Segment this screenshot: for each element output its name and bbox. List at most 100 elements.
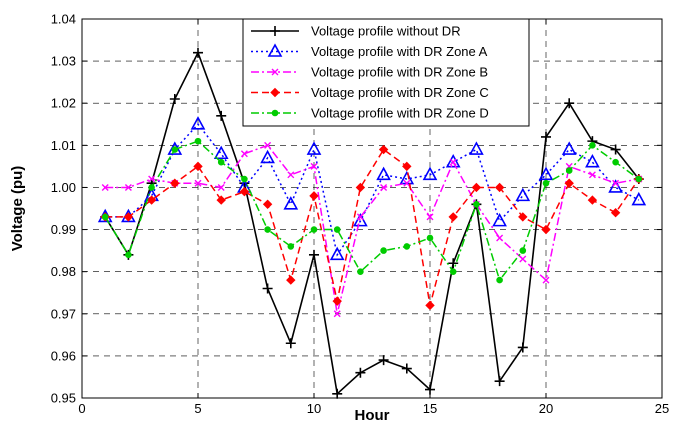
data-point <box>310 162 318 170</box>
x-tick-label: 10 <box>307 401 321 416</box>
series-line <box>104 50 640 396</box>
y-tick-label: 1.03 <box>51 54 76 69</box>
data-point <box>425 384 435 395</box>
data-point <box>260 149 275 164</box>
legend-label: Voltage profile with DR Zone B <box>311 65 488 80</box>
legend: Voltage profile without DR Voltage profil… <box>242 18 530 127</box>
data-point <box>285 338 296 349</box>
legend-marker <box>271 109 279 117</box>
y-tick-label: 0.95 <box>51 391 76 406</box>
data-point <box>401 363 412 374</box>
legend-item-2: Voltage profile with DR Zone A <box>251 43 488 59</box>
data-point <box>449 268 457 275</box>
x-tick-label: 0 <box>78 401 85 416</box>
data-point <box>542 276 550 284</box>
data-point <box>492 212 507 227</box>
data-point <box>449 158 457 166</box>
series-5 <box>101 137 643 284</box>
legend-label: Voltage profile with DR Zone C <box>311 85 489 100</box>
data-point <box>194 179 202 187</box>
y-tick-label: 0.99 <box>51 222 76 237</box>
data-point <box>287 171 295 179</box>
data-point <box>190 116 206 130</box>
data-point <box>309 191 319 201</box>
data-point <box>496 234 504 242</box>
data-point <box>422 166 438 181</box>
data-point <box>329 246 345 261</box>
data-point <box>216 110 227 121</box>
data-point <box>565 167 573 174</box>
data-point <box>587 195 598 205</box>
data-point <box>287 243 295 250</box>
x-tick-label: 15 <box>423 401 437 416</box>
data-point <box>378 355 389 366</box>
series-4 <box>100 144 644 311</box>
legend-label: Voltage profile with DR Zone D <box>311 106 489 121</box>
y-tick-label: 0.96 <box>51 348 76 363</box>
series-3 <box>101 141 643 318</box>
data-point <box>146 195 157 205</box>
data-point <box>541 224 551 235</box>
data-point <box>612 179 620 187</box>
data-point <box>612 158 619 166</box>
series-line <box>105 144 639 314</box>
data-point <box>517 342 528 353</box>
series-line <box>105 148 640 306</box>
data-point <box>426 234 434 242</box>
series-layer <box>97 47 647 399</box>
data-point <box>353 212 368 227</box>
legend-label: Voltage profile without DR <box>311 24 461 39</box>
data-point <box>125 251 132 259</box>
data-point <box>357 268 364 275</box>
legend-marker <box>271 68 279 76</box>
legend-item-1: Voltage profile without DR <box>251 24 461 39</box>
data-point <box>403 179 411 187</box>
data-point <box>585 154 600 168</box>
data-point <box>448 212 458 222</box>
data-point <box>519 255 527 263</box>
data-point <box>240 150 248 158</box>
data-point <box>283 196 299 210</box>
data-point <box>148 184 155 191</box>
data-point <box>541 131 551 142</box>
data-point <box>542 179 550 187</box>
x-tick-label: 25 <box>655 401 669 416</box>
data-point <box>262 283 273 294</box>
data-point <box>101 213 109 221</box>
data-point <box>241 175 248 183</box>
data-point <box>494 376 505 387</box>
ticks: 0 5 10 15 20 25 0.95 0.96 0.97 0.98 0.99 1.00 1.01 1.… <box>51 12 670 417</box>
data-point <box>425 300 435 311</box>
y-tick-label: 1.01 <box>51 138 76 153</box>
series-line <box>104 140 640 282</box>
data-point <box>608 179 623 193</box>
data-point <box>216 195 226 205</box>
data-point <box>217 158 225 166</box>
data-point <box>426 213 434 221</box>
data-point <box>610 144 621 155</box>
data-point <box>193 161 203 172</box>
data-point <box>519 247 527 254</box>
data-point <box>538 166 554 181</box>
data-point <box>217 183 225 191</box>
data-point <box>402 161 412 172</box>
data-point <box>635 175 643 183</box>
data-point <box>123 212 134 222</box>
data-point <box>631 191 647 206</box>
data-point <box>588 171 596 179</box>
data-point <box>332 388 343 399</box>
data-point <box>378 144 389 155</box>
legend-item-5: Voltage profile with DR Zone D <box>251 106 489 121</box>
data-point <box>262 199 273 209</box>
data-point <box>124 183 132 191</box>
data-point <box>332 296 342 306</box>
data-point <box>213 145 229 160</box>
data-point <box>239 186 250 197</box>
y-tick-label: 0.97 <box>51 306 76 321</box>
data-point <box>333 310 341 318</box>
data-point <box>310 226 318 233</box>
data-point <box>148 175 156 183</box>
data-point <box>380 247 387 254</box>
data-point <box>610 208 621 218</box>
